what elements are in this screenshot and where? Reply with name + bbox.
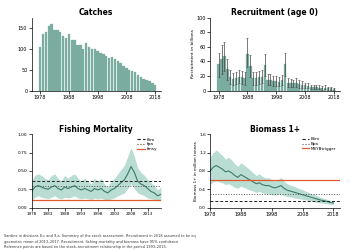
Bar [71, 40, 73, 90]
Bar [315, 87, 318, 90]
Bar [145, 80, 148, 90]
Bar [261, 77, 263, 90]
Bar [108, 58, 110, 90]
Bar [278, 82, 280, 90]
Bar [154, 85, 156, 90]
Bar [91, 49, 93, 90]
Bar [42, 34, 44, 90]
Bar [137, 75, 139, 90]
Bar [264, 65, 266, 90]
Title: Catches: Catches [79, 8, 113, 17]
Bar [258, 78, 260, 90]
Bar [68, 34, 70, 90]
Bar [59, 32, 62, 90]
Bar [249, 66, 252, 90]
Bar [114, 59, 116, 90]
Bar [309, 87, 312, 90]
Title: Recruitment (age 0): Recruitment (age 0) [231, 8, 318, 17]
Bar [125, 68, 128, 90]
Bar [217, 64, 220, 90]
Bar [330, 88, 332, 90]
Bar [289, 83, 292, 90]
Bar [48, 26, 50, 90]
Bar [151, 83, 154, 90]
Bar [304, 86, 306, 90]
Bar [220, 59, 223, 90]
Bar [76, 45, 79, 90]
Bar [96, 51, 99, 90]
Bar [301, 85, 303, 90]
Bar [269, 80, 272, 90]
Title: Fishing Mortality: Fishing Mortality [60, 125, 133, 134]
Bar [102, 54, 105, 90]
Bar [134, 72, 136, 90]
Bar [119, 64, 122, 90]
Bar [45, 32, 47, 90]
Bar [93, 49, 96, 90]
Bar [252, 78, 254, 90]
Bar [99, 53, 102, 90]
Bar [62, 36, 64, 90]
Bar [298, 84, 300, 90]
Bar [232, 79, 234, 90]
Bar [53, 30, 56, 90]
Bar [321, 88, 323, 90]
Bar [275, 81, 278, 90]
Bar [50, 24, 53, 90]
Bar [39, 47, 41, 90]
Bar [287, 82, 289, 90]
Bar [65, 38, 67, 90]
Bar [229, 77, 231, 90]
Bar [255, 78, 257, 90]
Bar [122, 66, 125, 90]
Bar [111, 57, 113, 90]
Bar [318, 88, 321, 90]
Bar [327, 88, 329, 90]
Bar [272, 81, 275, 90]
Bar [246, 54, 249, 90]
Legend: flim, fpa, fmsy: flim, fpa, fmsy [136, 137, 159, 152]
Y-axis label: Recruitment in billions: Recruitment in billions [191, 30, 195, 78]
Bar [243, 78, 246, 90]
Bar [266, 80, 269, 90]
Y-axis label: Biomass 1+ in million tonnes: Biomass 1+ in million tonnes [194, 141, 198, 201]
Bar [88, 47, 90, 90]
Bar [307, 86, 309, 90]
Bar [82, 49, 84, 90]
Bar [56, 30, 58, 90]
Bar [281, 80, 283, 90]
Bar [148, 82, 150, 90]
Bar [238, 77, 240, 90]
Bar [131, 70, 133, 90]
Bar [85, 42, 88, 90]
Bar [105, 56, 107, 90]
Bar [324, 88, 326, 90]
Bar [117, 61, 119, 90]
Bar [284, 64, 286, 90]
Bar [332, 89, 335, 90]
Bar [128, 70, 131, 90]
Title: Biomass 1+: Biomass 1+ [250, 125, 300, 134]
Legend: Blim, Bpa, MSYBtrigger: Blim, Bpa, MSYBtrigger [301, 136, 337, 152]
Bar [292, 83, 295, 90]
Bar [142, 79, 145, 90]
Bar [313, 87, 315, 90]
Bar [79, 45, 82, 90]
Bar [240, 78, 243, 90]
Bar [295, 82, 298, 90]
Bar [226, 70, 229, 90]
Bar [223, 56, 226, 90]
Bar [74, 40, 76, 90]
Bar [140, 77, 142, 90]
Text: Sardine in divisions 8.c and 9.a. Summary of the stock assessment. Recruitment i: Sardine in divisions 8.c and 9.a. Summar… [4, 234, 195, 249]
Bar [235, 78, 237, 90]
